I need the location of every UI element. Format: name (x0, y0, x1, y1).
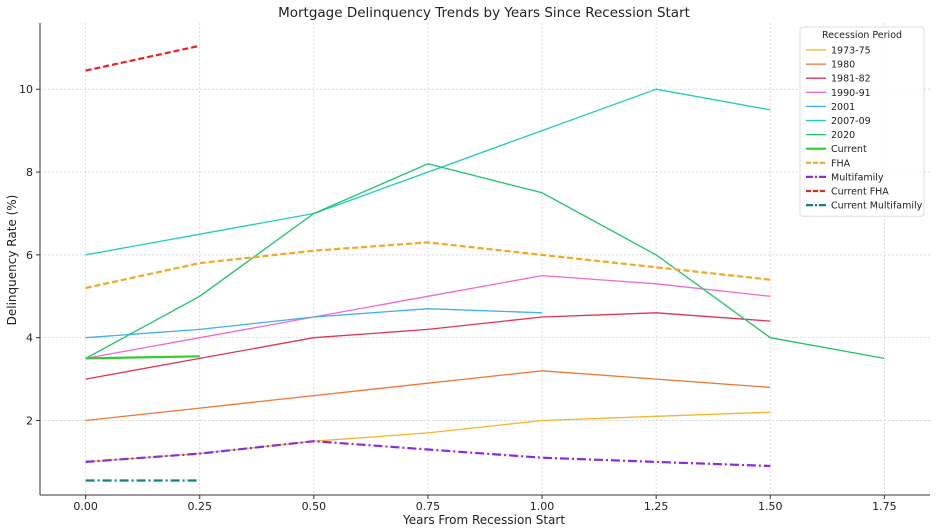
x-tick-label: 0.25 (187, 500, 212, 513)
legend-title: Recession Period (822, 30, 902, 41)
grid (40, 23, 930, 495)
x-axis-title: Years From Recession Start (402, 513, 565, 527)
y-tick-label: 6 (26, 249, 33, 262)
series-line-1990-91 (85, 274, 771, 360)
legend-label: Multifamily (831, 172, 884, 183)
y-tick-label: 10 (19, 83, 33, 96)
series-line-1981-82 (85, 312, 771, 380)
axes (39, 23, 930, 496)
legend-label: 1981-82 (831, 74, 871, 85)
legend-label: FHA (831, 158, 851, 169)
legend-label: 2007-09 (831, 116, 871, 127)
legend: Recession Period 1973-75 1980 1981-82 1990-9… (799, 26, 925, 217)
legend-label: 2020 (831, 130, 855, 141)
series-lines (85, 44, 885, 482)
x-tick-label: 1.25 (644, 500, 669, 513)
series-line-fha (85, 241, 771, 290)
legend-box (799, 26, 925, 217)
legend-label: Current (831, 144, 867, 155)
legend-label: 1990-91 (831, 88, 871, 99)
series-line-current-fha (85, 44, 200, 72)
series-line-2007-09 (85, 88, 771, 256)
tick-labels: 0.00 0.25 0.50 0.75 1.00 1.25 1.50 1.75 2 4 6 8 10 (19, 83, 897, 513)
chart-title: Mortgage Delinquency Trends by Years Sin… (278, 5, 690, 21)
x-tick-label: 1.50 (758, 500, 783, 513)
x-tick-label: 1.00 (530, 500, 555, 513)
y-tick-label: 4 (26, 332, 33, 345)
series-line-2020 (85, 163, 885, 360)
y-tick-label: 8 (26, 166, 33, 179)
series-line-2001 (85, 308, 543, 339)
y-tick-label: 2 (26, 414, 33, 427)
legend-label: 1973-75 (831, 46, 871, 57)
legend-label: 1980 (831, 60, 855, 71)
series-line-multifamily (85, 440, 771, 468)
y-axis-title: Delinquency Rate (%) (5, 195, 19, 326)
legend-label: 2001 (831, 102, 855, 113)
series-line-1980 (85, 370, 771, 422)
legend-label: Current FHA (831, 187, 889, 198)
x-tick-label: 0.00 (73, 500, 98, 513)
legend-label: Current Multifamily (831, 201, 923, 212)
x-tick-label: 1.75 (872, 500, 897, 513)
x-tick-label: 0.50 (302, 500, 327, 513)
x-tick-label: 0.75 (416, 500, 441, 513)
series-line-current (85, 355, 200, 360)
